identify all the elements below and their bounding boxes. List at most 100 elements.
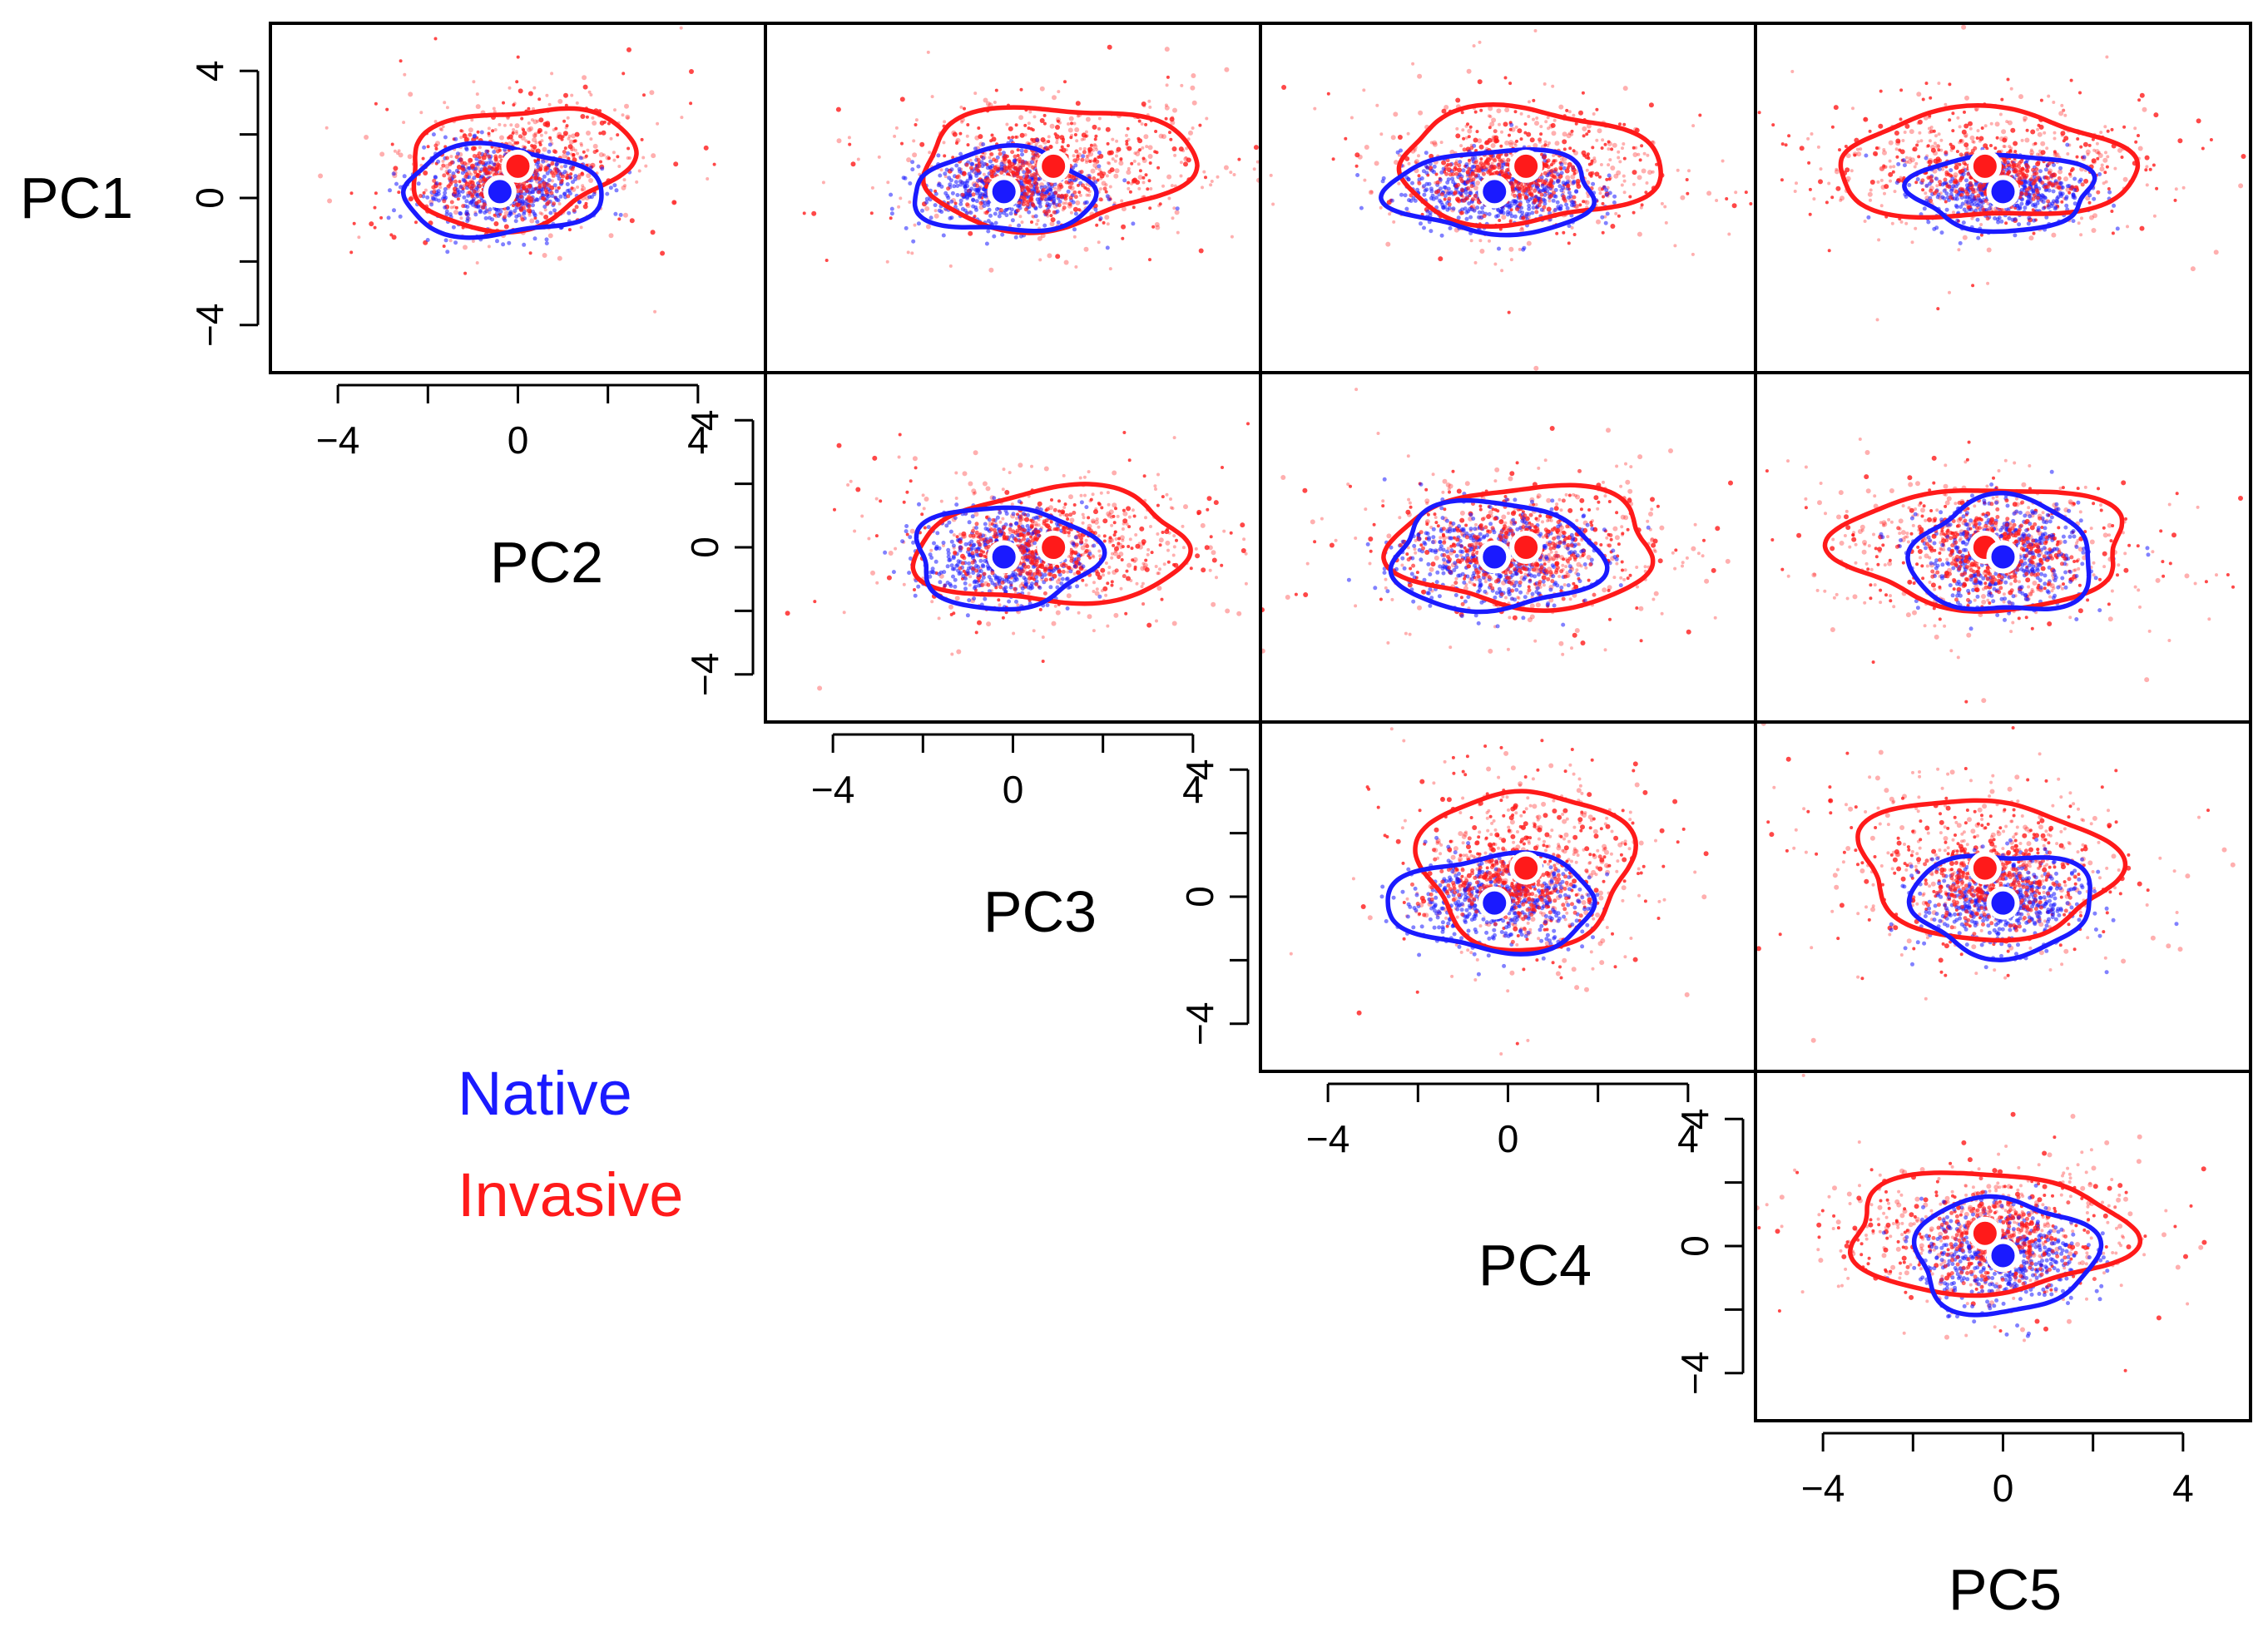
invasive-point <box>1036 219 1040 223</box>
invasive-point <box>1040 137 1046 142</box>
invasive-point <box>626 47 631 52</box>
invasive-point <box>1529 137 1535 143</box>
invasive-point <box>2025 128 2029 132</box>
invasive-point <box>1087 193 1092 197</box>
invasive-point <box>1171 216 1175 220</box>
invasive-point <box>1179 174 1183 178</box>
invasive-point <box>1519 137 1523 141</box>
invasive-point <box>1534 210 1539 215</box>
invasive-point <box>848 142 852 146</box>
invasive-point <box>1087 151 1092 155</box>
invasive-point <box>1374 161 1379 166</box>
invasive-point <box>1587 162 1592 166</box>
invasive-point <box>1072 235 1077 239</box>
invasive-point <box>1478 239 1483 243</box>
invasive-point <box>1019 132 1025 138</box>
invasive-point <box>1825 200 1829 205</box>
invasive-point <box>2097 151 2102 155</box>
native-point <box>955 193 960 197</box>
invasive-point <box>2110 210 2114 213</box>
invasive-point <box>515 131 518 136</box>
invasive-point <box>532 86 537 90</box>
invasive-point <box>419 111 423 115</box>
invasive-point <box>2029 148 2033 152</box>
invasive-point <box>2099 166 2105 172</box>
invasive-point <box>503 215 507 220</box>
invasive-point <box>999 208 1003 213</box>
native-point <box>1429 189 1434 194</box>
invasive-point <box>1174 210 1180 215</box>
invasive-point <box>1411 62 1415 66</box>
invasive-point <box>1721 159 1725 163</box>
invasive-point <box>1462 147 1467 152</box>
invasive-point <box>472 154 477 158</box>
invasive-point <box>2106 155 2110 159</box>
invasive-point <box>1602 195 1605 199</box>
native-point <box>501 242 506 247</box>
invasive-point <box>624 103 629 109</box>
invasive-point <box>515 80 519 84</box>
native-point <box>1447 205 1452 210</box>
invasive-point <box>877 155 881 159</box>
native-point <box>1359 205 1364 210</box>
invasive-point <box>1223 165 1229 171</box>
invasive-point <box>2010 127 2016 133</box>
native-contour <box>400 141 604 240</box>
invasive-point <box>524 139 528 143</box>
invasive-point <box>1085 161 1088 164</box>
invasive-point <box>1473 137 1478 143</box>
native-point <box>1451 180 1456 185</box>
native-point <box>465 216 470 220</box>
invasive-point <box>1164 116 1168 121</box>
invasive-point <box>418 194 423 198</box>
invasive-point <box>1617 156 1621 160</box>
invasive-point <box>1929 96 1933 100</box>
invasive-point <box>496 162 501 167</box>
invasive-point <box>1547 141 1551 145</box>
invasive-point <box>1294 210 1297 214</box>
native-point <box>949 199 954 204</box>
invasive-point <box>493 156 498 161</box>
invasive-point <box>1362 88 1366 92</box>
invasive-point <box>1471 177 1476 182</box>
native-point <box>937 208 942 213</box>
invasive-point <box>426 145 430 149</box>
native-point <box>422 145 427 150</box>
invasive-point <box>1132 205 1136 210</box>
invasive-point <box>869 211 874 215</box>
native-point <box>988 159 993 164</box>
invasive-point <box>1894 147 1899 151</box>
native-point <box>453 240 458 245</box>
invasive-point <box>1088 151 1094 157</box>
native-point <box>963 208 968 213</box>
invasive-point <box>439 166 443 171</box>
native-point <box>458 210 463 215</box>
invasive-point <box>1985 146 1989 151</box>
invasive-point <box>421 156 425 161</box>
native-point <box>1468 190 1473 195</box>
invasive-point <box>1844 145 1848 148</box>
invasive-point <box>1397 153 1401 157</box>
native-point <box>933 203 938 208</box>
invasive-point <box>959 105 963 109</box>
native-point <box>2092 196 2097 201</box>
native-point <box>577 200 582 205</box>
native-point <box>605 191 610 196</box>
invasive-point <box>1176 230 1180 235</box>
invasive-point <box>1660 201 1664 205</box>
invasive-point <box>1269 173 1273 177</box>
invasive-point <box>1018 176 1023 181</box>
invasive-point <box>540 212 544 216</box>
invasive-point <box>508 86 512 90</box>
native-point <box>1097 164 1102 169</box>
native-point <box>980 164 985 169</box>
native-point <box>948 182 953 187</box>
invasive-point <box>1507 310 1511 314</box>
invasive-point <box>1081 183 1085 188</box>
invasive-point <box>616 155 620 159</box>
invasive-point <box>1097 172 1101 176</box>
native-point <box>1424 171 1429 176</box>
native-point <box>1052 182 1057 186</box>
invasive-point <box>1068 195 1073 200</box>
native-point <box>958 201 963 206</box>
